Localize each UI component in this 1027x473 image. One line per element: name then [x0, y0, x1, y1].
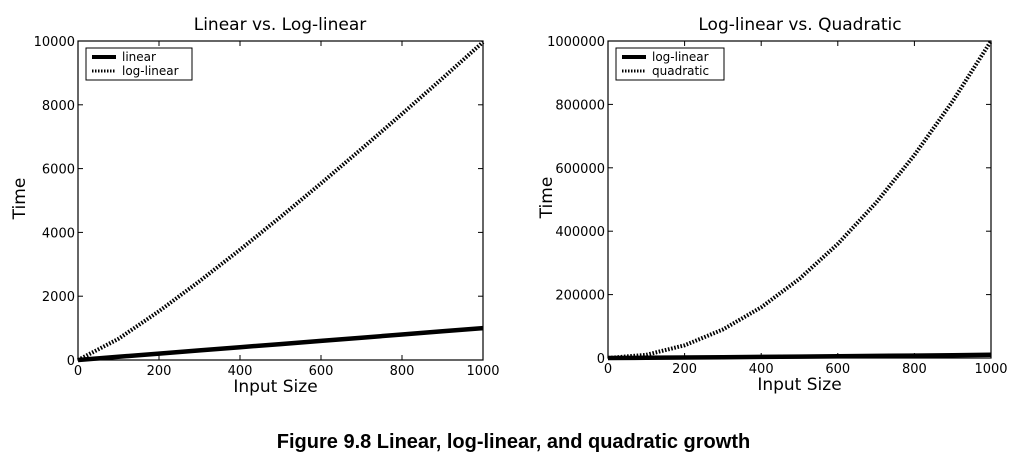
series-line-linear: [77, 325, 484, 363]
x-axis-label: Input Size: [757, 375, 841, 395]
x-tick-label: 800: [390, 364, 415, 379]
legend-label: linear: [122, 50, 156, 64]
chart-title: Log-linear vs. Quadratic: [698, 15, 901, 35]
x-tick-label: 0: [74, 364, 82, 379]
y-tick-label: 800000: [555, 98, 605, 113]
y-axis-label: Time: [537, 177, 557, 220]
y-tick-label: 400000: [555, 225, 605, 240]
x-tick-label: 200: [147, 364, 172, 379]
x-tick-label: 1000: [466, 364, 499, 379]
y-tick-label: 1000000: [547, 35, 605, 50]
y-axis-label: Time: [10, 178, 30, 221]
x-tick-label: 0: [604, 362, 612, 377]
y-tick-label: 0: [67, 354, 75, 369]
x-tick-label: 200: [672, 362, 697, 377]
y-tick-label: 4000: [42, 226, 75, 241]
plot-frame: [607, 40, 992, 359]
x-tick-label: 400: [749, 362, 774, 377]
legend-label: log-linear: [652, 50, 709, 64]
legend-label: quadratic: [652, 64, 709, 78]
legend-box: [85, 47, 193, 81]
x-axis-label: Input Size: [233, 377, 317, 397]
y-tick-label: 200000: [555, 289, 605, 304]
y-tick-label: 8000: [42, 99, 75, 114]
x-tick-label: 800: [902, 362, 927, 377]
legend-label: log-linear: [122, 64, 179, 78]
chart-loglinear-vs-quadratic: Log-linear vs. Quadratic 0 200 400 600 800 100…: [537, 15, 1008, 395]
legend-box: [615, 47, 725, 81]
y-tick-label: 10000: [34, 35, 75, 50]
x-tick-label: 600: [309, 364, 334, 379]
series-line-log-linear: [77, 40, 485, 362]
x-tick-label: 400: [228, 364, 253, 379]
y-tick-label: 2000: [42, 290, 75, 305]
figure-caption: Figure 9.8 Linear, log-linear, and quadr…: [276, 431, 751, 453]
chart-title: Linear vs. Log-linear: [194, 15, 367, 35]
x-tick-label: 1000: [974, 362, 1007, 377]
x-tick-label: 600: [825, 362, 850, 377]
series-line-quadratic: [607, 39, 993, 360]
plot-frame: [77, 40, 484, 361]
y-tick-label: 6000: [42, 163, 75, 178]
y-tick-label: 600000: [555, 162, 605, 177]
y-tick-label: 0: [597, 352, 605, 367]
